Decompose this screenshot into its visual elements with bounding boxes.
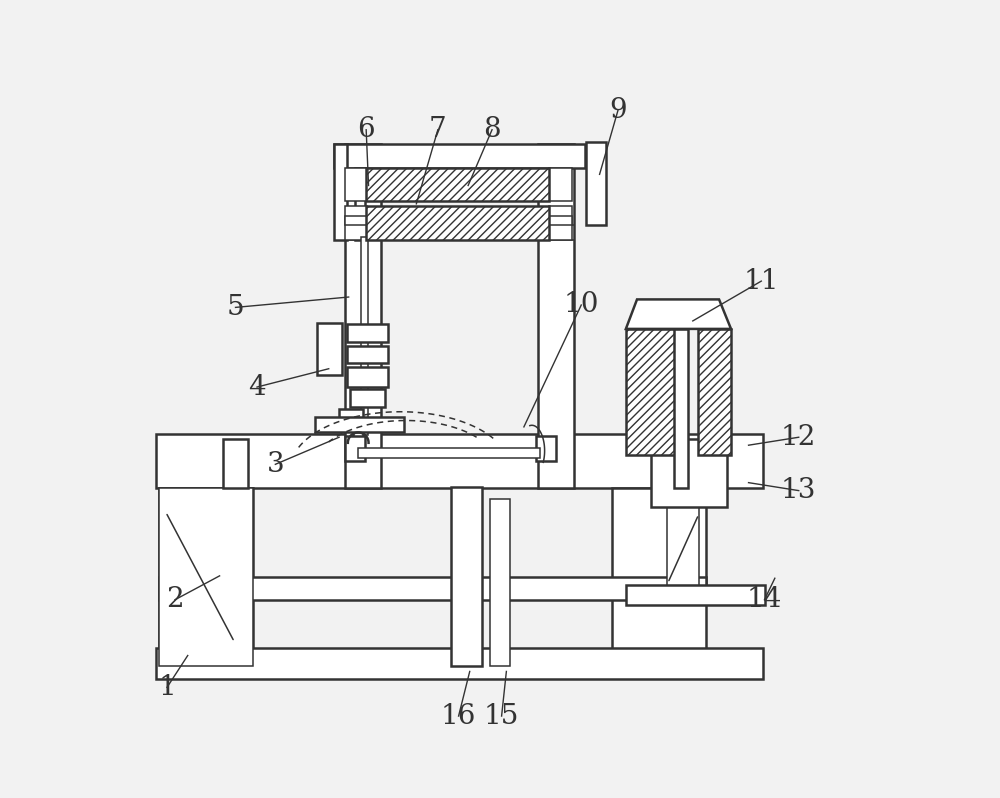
Bar [355,168,365,239]
Bar [159,488,253,666]
Text: 1: 1 [158,674,176,701]
Bar [698,329,731,455]
Text: 7: 7 [429,117,447,144]
Bar [345,215,572,225]
Bar [358,448,540,458]
Bar [651,439,727,507]
Bar [347,367,388,387]
Text: 3: 3 [267,451,284,478]
Bar [366,168,549,201]
Bar [586,142,606,225]
Text: 4: 4 [248,373,266,401]
Bar [366,206,549,239]
Bar [345,225,574,239]
Bar [538,144,574,488]
Bar [536,436,556,461]
Bar [334,144,347,239]
Bar [315,417,404,433]
Text: 6: 6 [357,117,375,144]
Bar [223,439,248,488]
Bar [626,585,765,605]
Text: 11: 11 [744,267,779,294]
Bar [345,144,381,488]
Bar [549,206,572,239]
Bar [667,507,699,585]
Bar [612,488,706,666]
Text: 15: 15 [484,702,519,729]
Text: 8: 8 [483,117,501,144]
Text: 9: 9 [609,97,627,124]
Bar [334,144,585,168]
Bar [345,206,367,239]
Bar [353,426,363,440]
Bar [159,578,706,600]
Bar [490,499,510,666]
Bar [361,237,368,435]
Bar [347,324,388,342]
Text: 16: 16 [441,702,476,729]
Bar [345,436,365,461]
Bar [347,346,388,363]
Bar [451,488,482,666]
Bar [317,323,342,375]
Bar [339,409,363,429]
Bar [156,434,763,488]
Bar [549,168,572,201]
Bar [350,389,385,407]
Bar [156,647,763,679]
Text: 12: 12 [781,424,816,451]
Bar [674,329,688,488]
Text: 2: 2 [166,587,184,613]
Polygon shape [626,299,731,329]
Text: 14: 14 [747,587,782,613]
Bar [159,488,253,666]
Text: 10: 10 [564,291,599,318]
Text: 5: 5 [227,294,244,321]
Text: 13: 13 [781,477,816,504]
Bar [626,329,680,455]
Bar [345,168,367,201]
